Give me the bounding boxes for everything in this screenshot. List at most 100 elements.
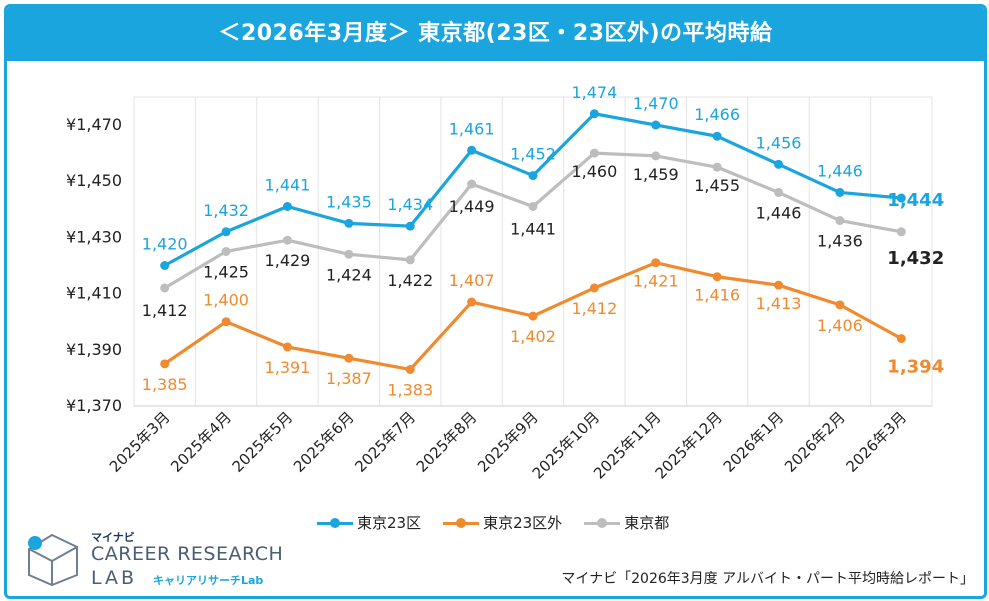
data-labels: 1,420 1,432 1,441 1,435 1,434 1,461 1,452 1,474…: [142, 83, 944, 400]
y-axis-ticks: ¥1,470 ¥1,450 ¥1,430 ¥1,410 ¥1,390 ¥1,370: [66, 115, 122, 415]
data-label: 1,466: [694, 105, 740, 124]
data-label: 1,429: [265, 251, 311, 270]
data-label: 1,400: [203, 291, 249, 310]
data-point: [282, 201, 292, 211]
data-label: 1,407: [449, 271, 495, 290]
data-point: [528, 201, 538, 211]
data-point: [712, 162, 722, 172]
y-tick-label: ¥1,390: [66, 340, 122, 359]
y-tick-label: ¥1,450: [66, 171, 122, 190]
data-point: [282, 235, 292, 245]
data-label: 1,470: [633, 94, 679, 113]
career-research-lab-logo: マイナビ CAREER RESEARCH LAB キャリアリサーチLab: [21, 529, 321, 589]
data-label: 1,456: [756, 133, 802, 152]
data-point: [160, 359, 170, 369]
data-point: [405, 364, 415, 374]
x-tick-label: 2026年2月: [781, 408, 849, 476]
logo-lab: LAB: [91, 567, 138, 589]
data-label: 1,452: [510, 145, 556, 164]
legend-label: 東京都: [624, 514, 670, 532]
chart-frame: ＜2026年3月度＞ 東京都(23区・23区外)の平均時給 ¥1,470 ¥1,4…: [4, 4, 987, 599]
data-label: 1,434: [387, 195, 433, 214]
data-label: 1,421: [633, 272, 679, 291]
data-point: [712, 272, 722, 282]
data-point: [896, 334, 906, 344]
data-point: [221, 227, 231, 237]
data-point: [896, 193, 906, 203]
data-label: 1,459: [633, 165, 679, 184]
data-label: 1,383: [387, 380, 433, 399]
data-point: [651, 151, 661, 161]
data-point: [282, 342, 292, 352]
data-point: [344, 249, 354, 259]
data-label: 1,422: [387, 271, 433, 290]
legend: 東京23区 東京23区外 東京都: [317, 512, 669, 533]
data-label: 1,436: [817, 232, 863, 251]
data-label: 1,406: [817, 316, 863, 335]
line-chart: ¥1,470 ¥1,450 ¥1,430 ¥1,410 ¥1,390 ¥1,370 202…: [66, 83, 944, 483]
legend-label: 東京23区: [357, 514, 422, 532]
data-point: [528, 171, 538, 181]
data-point: [467, 297, 477, 307]
x-tick-label: 2025年7月: [351, 408, 419, 476]
data-label: 1,449: [449, 197, 495, 216]
x-tick-label: 2025年3月: [106, 408, 174, 476]
data-point: [712, 131, 722, 141]
data-label: 1,460: [571, 162, 617, 181]
cube-logo-icon: [28, 533, 78, 587]
data-point: [405, 255, 415, 265]
data-label: 1,416: [694, 286, 740, 305]
legend-item-tokyo23[interactable]: 東京23区: [317, 512, 421, 533]
data-label: 1,441: [265, 175, 311, 194]
x-tick-label: 2025年4月: [167, 408, 235, 476]
data-point: [835, 300, 845, 310]
data-point: [774, 280, 784, 290]
data-label: 1,444: [887, 190, 944, 211]
data-label: 1,413: [756, 294, 802, 313]
data-point: [344, 218, 354, 228]
x-axis-ticks: 2025年3月2025年4月2025年5月2025年6月2025年7月2025年…: [106, 408, 910, 482]
data-point: [589, 283, 599, 293]
x-tick-label: 2025年8月: [413, 408, 481, 476]
data-point: [589, 109, 599, 119]
logo-name: CAREER RESEARCH: [91, 543, 284, 565]
data-point: [467, 179, 477, 189]
legend-item-tokyo[interactable]: 東京都: [584, 512, 669, 533]
y-tick-label: ¥1,410: [66, 284, 122, 303]
data-point: [528, 311, 538, 321]
data-label: 1,385: [142, 375, 188, 394]
grid-layer: [133, 96, 933, 407]
chart-title: ＜2026年3月度＞ 東京都(23区・23区外)の平均時給: [7, 7, 984, 61]
data-point: [405, 221, 415, 231]
data-label: 1,420: [142, 235, 188, 254]
y-tick-label: ¥1,370: [66, 396, 122, 415]
data-label: 1,424: [326, 265, 372, 284]
data-point: [467, 145, 477, 155]
data-label: 1,412: [571, 299, 617, 318]
data-point: [896, 227, 906, 237]
y-tick-label: ¥1,470: [66, 115, 122, 134]
data-label: 1,391: [265, 358, 311, 377]
legend-swatch: [584, 516, 621, 530]
data-label: 1,412: [142, 301, 188, 320]
x-tick-label: 2026年1月: [720, 408, 788, 476]
data-point: [774, 187, 784, 197]
data-label: 1,432: [203, 201, 249, 220]
x-tick-label: 2025年5月: [229, 408, 297, 476]
logo-brand: マイナビ: [91, 531, 135, 544]
data-point: [651, 120, 661, 130]
logo-subtitle: キャリアリサーチLab: [153, 574, 264, 587]
data-label: 1,435: [326, 192, 372, 211]
data-point: [774, 159, 784, 169]
legend-item-outside23[interactable]: 東京23区外: [443, 512, 562, 533]
data-label: 1,455: [694, 176, 740, 195]
data-point: [221, 246, 231, 256]
data-point: [835, 187, 845, 197]
data-label: 1,446: [756, 203, 802, 222]
x-tick-label: 2025年6月: [290, 408, 358, 476]
data-point: [835, 216, 845, 226]
data-label: 1,432: [887, 248, 944, 269]
data-label: 1,402: [510, 327, 556, 346]
data-label: 1,425: [203, 262, 249, 281]
legend-label: 東京23区外: [483, 514, 563, 532]
